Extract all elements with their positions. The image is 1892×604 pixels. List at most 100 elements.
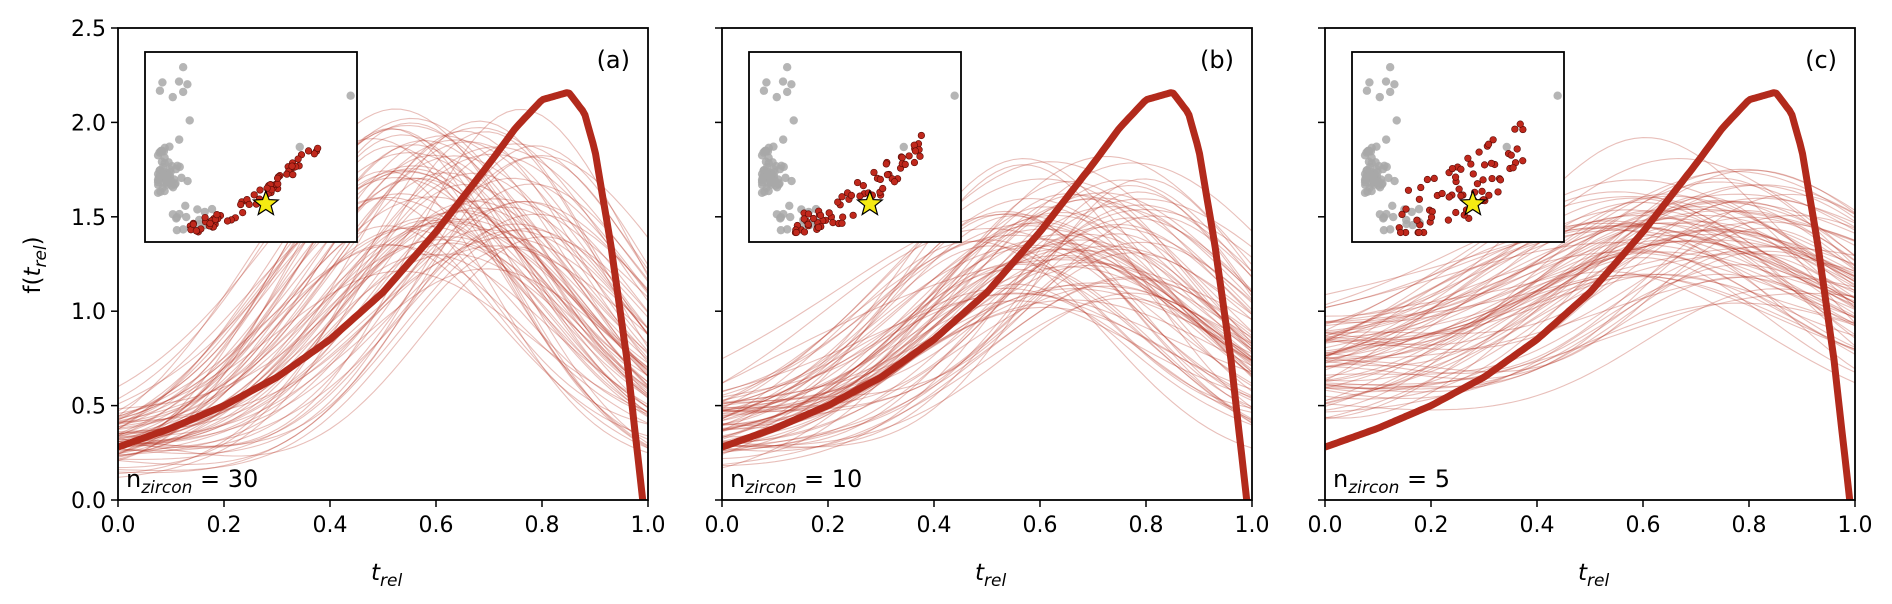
inset-red-dot — [917, 131, 925, 140]
inset-red-dot — [890, 178, 899, 186]
sample-curve — [1325, 273, 1855, 360]
x-tick-label: 0.0 — [705, 513, 740, 538]
inset-red-dot — [237, 200, 245, 209]
sample-curve — [1325, 233, 1855, 405]
plot-area — [722, 89, 1252, 500]
inset-gray-dot — [1385, 62, 1395, 72]
true-curve — [118, 89, 647, 500]
sample-curve — [1325, 177, 1855, 346]
inset-red-dot — [1478, 187, 1486, 195]
sample-curve — [722, 268, 1252, 425]
inset-gray-dot — [172, 225, 182, 235]
sample-curve — [1325, 234, 1855, 383]
n-zircon-annotation: nzircon = 10 — [730, 465, 862, 498]
inset-red-dot — [809, 214, 818, 223]
sample-curve — [118, 146, 648, 455]
sample-curve — [118, 130, 648, 434]
sample-curve — [118, 170, 648, 454]
inset-red-dot — [1484, 140, 1493, 148]
x-tick-label: 0.6 — [419, 513, 454, 538]
inset-red-dot — [223, 217, 232, 225]
inset-gray-dot — [783, 225, 792, 234]
inset-red-dot — [901, 160, 909, 168]
inset-red-dot — [882, 160, 890, 168]
x-axis-title: trel — [371, 560, 402, 591]
sample-curve — [118, 213, 648, 452]
inset-red-dot — [883, 171, 892, 179]
sample-curve — [118, 128, 648, 440]
sample-curve — [1325, 227, 1855, 373]
inset-red-dot — [1402, 205, 1410, 213]
x-tick-label: 0.4 — [917, 513, 952, 538]
inset-red-dot — [859, 182, 867, 190]
sample-curve — [1325, 230, 1855, 388]
inset-red-dot — [1396, 228, 1405, 237]
sample-curve — [1325, 200, 1855, 332]
sample-curve — [722, 300, 1252, 416]
inset-red-dot — [1415, 195, 1423, 203]
y-tick-label: 0.5 — [71, 395, 106, 420]
inset-gray-dot — [762, 167, 771, 176]
x-tick-label: 0.8 — [525, 513, 560, 538]
x-axis-title: trel — [975, 560, 1006, 591]
sample-curve — [722, 179, 1252, 404]
sample-curve — [1325, 169, 1855, 368]
sample-curve — [118, 131, 648, 478]
inset-red-dot — [213, 211, 221, 219]
x-tick-label: 0.6 — [1626, 513, 1661, 538]
sample-curve — [118, 140, 648, 438]
sample-curve — [722, 250, 1252, 447]
sample-curve — [1325, 221, 1855, 419]
inset-red-dot — [1469, 170, 1477, 178]
inset-gray-dot — [785, 201, 794, 210]
inset-gray-dot — [782, 62, 792, 72]
inset-red-dot — [1488, 174, 1496, 183]
sample-curve — [1325, 250, 1855, 356]
plot-area — [1325, 89, 1855, 500]
sample-curve — [722, 245, 1252, 414]
sample-curve — [722, 211, 1252, 447]
sample-curve — [722, 164, 1252, 438]
sample-curve — [722, 234, 1252, 402]
sample-curve — [722, 178, 1252, 448]
panel-b: 0.0 0.2 0.4 0.6 0.8 1.0 trel (b) nzircon = 10 — [705, 27, 1270, 591]
inset-gray-dot — [1367, 186, 1376, 196]
sample-curve — [1325, 251, 1855, 376]
sample-curve — [118, 223, 648, 449]
sample-curve — [1325, 199, 1855, 367]
sample-curve — [118, 145, 648, 460]
x-tick-label: 0.4 — [313, 513, 348, 538]
inset-red-dot — [250, 191, 258, 199]
sample-curve — [1325, 208, 1855, 296]
inset-gray-dot — [168, 92, 177, 102]
inset-gray-dot — [1360, 188, 1370, 198]
inset-gray-dot — [171, 179, 180, 188]
sample-curve — [722, 156, 1252, 431]
inset-gray-dot — [772, 210, 782, 219]
inset-red-dot — [829, 219, 837, 227]
inset-red-dot — [256, 186, 264, 194]
sample-curve — [722, 254, 1252, 440]
plot-area — [118, 89, 648, 500]
inset-gray-dot — [786, 212, 795, 222]
inset-red-dot — [1487, 159, 1496, 167]
sample-curve — [1325, 275, 1855, 359]
sample-curve — [118, 156, 648, 447]
sample-curve — [722, 162, 1252, 412]
inset-gray-dot — [772, 92, 781, 102]
inset-scatter — [748, 51, 962, 243]
sample-curve — [1325, 214, 1855, 350]
sample-curve — [722, 242, 1252, 437]
inset-gray-dot — [759, 86, 769, 95]
sample-curve — [118, 171, 648, 419]
sample-curve — [722, 197, 1252, 414]
sample-curve — [118, 245, 648, 445]
sample-curve — [118, 128, 648, 456]
sample-curve — [118, 218, 648, 445]
sample-curve — [118, 134, 648, 417]
inset-gray-dot — [1362, 86, 1372, 95]
inset-red-dot — [1511, 125, 1519, 133]
inset-red-dot — [1423, 175, 1431, 184]
sample-curve — [1325, 264, 1855, 386]
inset-red-dot — [870, 168, 878, 177]
